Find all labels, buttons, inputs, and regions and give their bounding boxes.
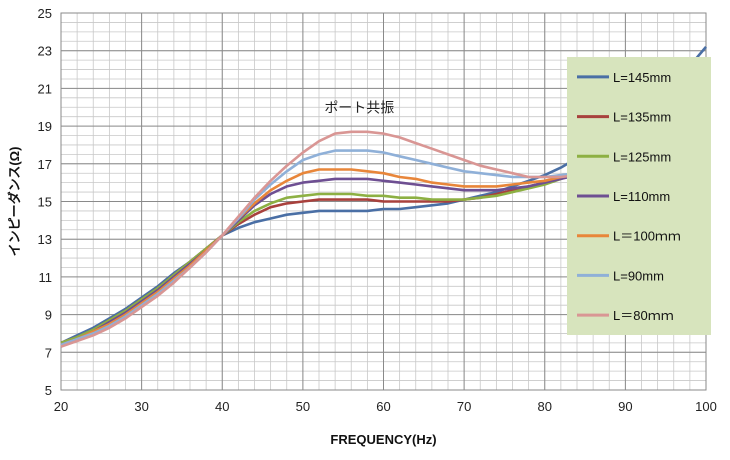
series-line-5 — [60, 168, 594, 347]
legend-item: L＝100ｍｍ — [577, 229, 681, 244]
y-tick-label: 13 — [38, 232, 52, 247]
y-axis-tick-labels: 5 7 9 11 13 15 17 19 21 23 25 — [38, 6, 52, 398]
x-tick-label: 80 — [538, 399, 552, 414]
y-tick-label: 9 — [45, 308, 52, 323]
series-line-7 — [60, 130, 594, 348]
legend-label: L=145mm — [613, 70, 671, 85]
x-tick-label: 70 — [457, 399, 471, 414]
y-tick-label: 19 — [38, 119, 52, 134]
legend-item: L=125mm — [577, 149, 671, 164]
y-tick-label: 21 — [38, 81, 52, 96]
series-line-6 — [60, 149, 594, 347]
legend-label: L＝100ｍｍ — [613, 229, 681, 244]
legend-items: L=145mm L=135mm L=125mm L=110mm L＝100ｍｍ L=90m… — [577, 70, 681, 323]
y-tick-label: 5 — [45, 383, 52, 398]
x-tick-label: 20 — [54, 399, 68, 414]
y-tick-label: 23 — [38, 44, 52, 59]
legend-label: L＝80ｍｍ — [613, 308, 674, 323]
port-resonance-annotation: ポート共振 — [324, 100, 394, 116]
y-axis-title: インピーダンス(Ω) — [7, 147, 22, 257]
y-tick-label: 11 — [39, 270, 53, 285]
x-tick-label: 90 — [618, 399, 632, 414]
x-tick-label: 50 — [296, 399, 310, 414]
x-tick-label: 40 — [215, 399, 229, 414]
y-tick-label: 25 — [38, 6, 52, 21]
x-axis-tick-labels: 20 30 40 50 60 70 80 90 100 — [54, 399, 717, 414]
legend-label: L=90mm — [613, 268, 664, 283]
y-tick-label: 7 — [45, 345, 52, 360]
legend-item: L＝80ｍｍ — [577, 308, 674, 323]
legend-item: L=90mm — [577, 268, 664, 283]
x-tick-label: 30 — [134, 399, 148, 414]
x-tick-label: 60 — [376, 399, 390, 414]
x-axis-title: FREQUENCY(Hz) — [330, 432, 436, 447]
legend-item: L=110mm — [577, 189, 670, 204]
series-line-3 — [60, 166, 594, 345]
legend-label: L=125mm — [613, 149, 671, 164]
legend: L=145mm L=135mm L=125mm L=110mm L＝100ｍｍ L=90m… — [567, 57, 711, 335]
series-line-4 — [60, 170, 594, 347]
y-tick-label: 17 — [38, 157, 52, 172]
legend-label: L=135mm — [613, 110, 671, 125]
legend-label: L=110mm — [613, 189, 670, 204]
legend-item: L=135mm — [577, 110, 671, 125]
legend-item: L=145mm — [577, 70, 671, 85]
y-tick-label: 15 — [38, 195, 52, 210]
x-tick-label: 100 — [695, 399, 717, 414]
